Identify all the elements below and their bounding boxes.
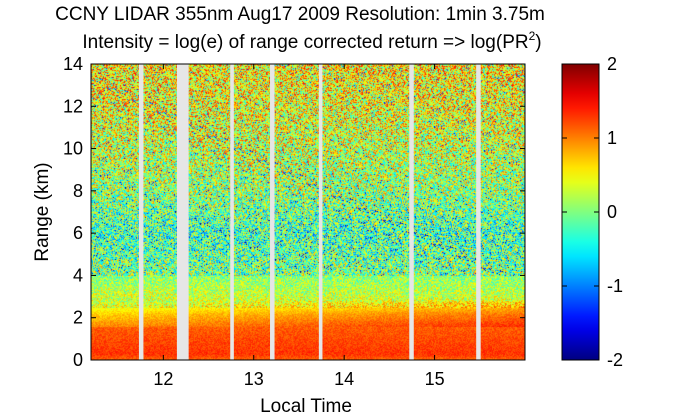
colorbar-tick-label: 0 bbox=[607, 202, 617, 222]
data-gap-band bbox=[176, 64, 189, 360]
data-gap-band bbox=[270, 64, 275, 360]
y-tick-label: 12 bbox=[63, 96, 83, 116]
y-tick-label: 8 bbox=[73, 181, 83, 201]
heatmap-image bbox=[91, 64, 525, 360]
y-tick-label: 0 bbox=[73, 350, 83, 370]
y-tick-label: 6 bbox=[73, 223, 83, 243]
colorbar-tick-label: 1 bbox=[607, 128, 617, 148]
y-axis-ticks: 0 2 4 6 8 10 12 14 bbox=[63, 54, 525, 370]
colorbar-ticks: 2 1 0 -1 -2 bbox=[562, 54, 623, 370]
y-axis-label: Range (km) bbox=[32, 162, 53, 261]
heatmap-plot: 12 13 14 15 0 2 4 6 8 10 12 14 bbox=[63, 54, 526, 389]
x-axis-label: Local Time bbox=[260, 396, 352, 417]
data-gap-band bbox=[318, 64, 323, 360]
data-gap-band bbox=[409, 64, 414, 360]
colorbar-tick-label: -2 bbox=[607, 350, 623, 370]
plot-frame bbox=[90, 63, 526, 361]
colorbar-tick-label: -1 bbox=[607, 276, 623, 296]
y-tick-label: 2 bbox=[73, 308, 83, 328]
colorbar-gradient bbox=[562, 64, 599, 360]
y-tick-label: 10 bbox=[63, 139, 83, 159]
x-axis-ticks: 12 13 14 15 bbox=[153, 64, 445, 389]
chart-title: CCNY LIDAR 355nm Aug17 2009 Resolution: … bbox=[55, 4, 545, 25]
y-tick-label: 14 bbox=[63, 54, 83, 74]
chart-subtitle: Intensity = log(e) of range corrected re… bbox=[82, 29, 541, 53]
x-tick-label: 14 bbox=[334, 369, 354, 389]
x-tick-label: 12 bbox=[153, 369, 173, 389]
data-gap-band bbox=[230, 64, 234, 360]
data-gap-band bbox=[476, 64, 481, 360]
x-tick-label: 13 bbox=[244, 369, 264, 389]
x-tick-label: 15 bbox=[425, 369, 445, 389]
colorbar-tick-label: 2 bbox=[607, 54, 617, 74]
data-gap-band bbox=[138, 64, 144, 360]
data-gaps bbox=[138, 64, 481, 360]
colorbar: 2 1 0 -1 -2 bbox=[561, 54, 623, 370]
y-tick-label: 4 bbox=[73, 265, 83, 285]
